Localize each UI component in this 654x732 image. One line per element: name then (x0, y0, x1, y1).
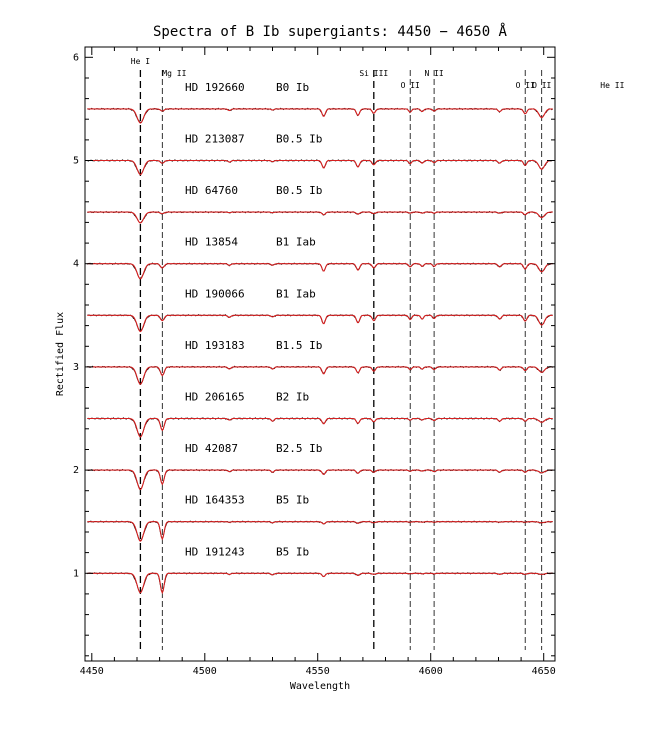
y-tick-label: 2 (73, 465, 79, 476)
y-tick-label: 1 (73, 568, 79, 579)
spectral-type-label: B2.5 Ib (276, 442, 322, 455)
x-tick-label: 4550 (306, 666, 330, 677)
observed-spectrum-line (87, 210, 553, 224)
x-axis: 4450 4500 4550 4600 4650 (80, 47, 556, 677)
model-spectrum-line (87, 211, 553, 224)
star-name-label: HD 191243 (185, 545, 245, 558)
model-spectrum-line (87, 521, 553, 542)
y-axis: 1 2 3 4 5 6 (73, 52, 555, 657)
star-name-label: HD 13854 (185, 236, 238, 249)
observed-spectrum-line (87, 417, 553, 437)
line-id-label: O II (401, 81, 420, 90)
star-name-label: HD 42087 (185, 442, 238, 455)
observed-spectrum-line (87, 468, 553, 490)
y-axis-label: Rectified Flux (55, 312, 66, 396)
star-name-label: HD 190066 (185, 287, 245, 300)
x-tick-label: 4500 (193, 666, 217, 677)
model-spectrum-line (87, 159, 553, 176)
line-id-label: N II (424, 69, 443, 78)
star-name-label: HD 206165 (185, 391, 245, 404)
line-id-label: O II (516, 81, 535, 90)
star-labels: HD 192660 B0 Ib HD 213087 B0.5 Ib HD 64760 B0… (185, 81, 322, 558)
x-tick-label: 4650 (532, 666, 556, 677)
line-id-label: Si III (359, 69, 388, 78)
spectral-type-label: B0.5 Ib (276, 133, 322, 146)
spectra-series (87, 107, 553, 595)
observed-spectrum-line (87, 262, 553, 280)
spectral-type-label: B5 Ib (276, 545, 309, 558)
model-spectrum-line (87, 572, 553, 595)
spectral-type-label: B2 Ib (276, 391, 309, 404)
chart-title: Spectra of B Ib supergiants: 4450 − 4650… (153, 23, 508, 40)
plot-frame (84, 46, 556, 662)
y-tick-label: 6 (73, 52, 79, 63)
star-name-label: HD 164353 (185, 494, 245, 507)
model-spectrum-line (87, 263, 553, 280)
x-tick-label: 4600 (419, 666, 443, 677)
model-spectrum-line (87, 469, 553, 491)
spectral-type-label: B0.5 Ib (276, 184, 322, 197)
spectral-type-label: B1.5 Ib (276, 339, 322, 352)
star-name-label: HD 64760 (185, 184, 238, 197)
spectral-type-label: B5 Ib (276, 494, 309, 507)
line-identification-markers (139, 70, 543, 650)
spectral-type-label: B1 Iab (276, 287, 316, 300)
model-spectrum-line (87, 108, 553, 124)
star-name-label: HD 192660 (185, 81, 245, 94)
spectral-type-label: B0 Ib (276, 81, 309, 94)
observed-spectrum-line (87, 159, 553, 175)
x-tick-label: 4450 (80, 666, 104, 677)
observed-spectrum-line (87, 572, 553, 593)
star-name-label: HD 213087 (185, 133, 245, 146)
line-id-label: O II (532, 81, 551, 90)
observed-spectrum-line (87, 520, 553, 542)
model-spectrum-line (87, 417, 553, 438)
line-id-label: Mg II (162, 69, 186, 78)
spectral-type-label: B1 Iab (276, 236, 316, 249)
observed-spectrum-line (87, 314, 553, 331)
y-tick-label: 4 (73, 259, 79, 270)
line-id-label: He I (131, 57, 150, 66)
line-id-label: He II (600, 81, 624, 90)
star-name-label: HD 193183 (185, 339, 245, 352)
model-spectrum-line (87, 366, 553, 385)
x-axis-label: Wavelength (290, 681, 350, 692)
model-spectrum-line (87, 314, 553, 333)
observed-spectrum-line (87, 365, 553, 384)
y-tick-label: 5 (73, 156, 79, 167)
y-tick-label: 3 (73, 362, 79, 373)
